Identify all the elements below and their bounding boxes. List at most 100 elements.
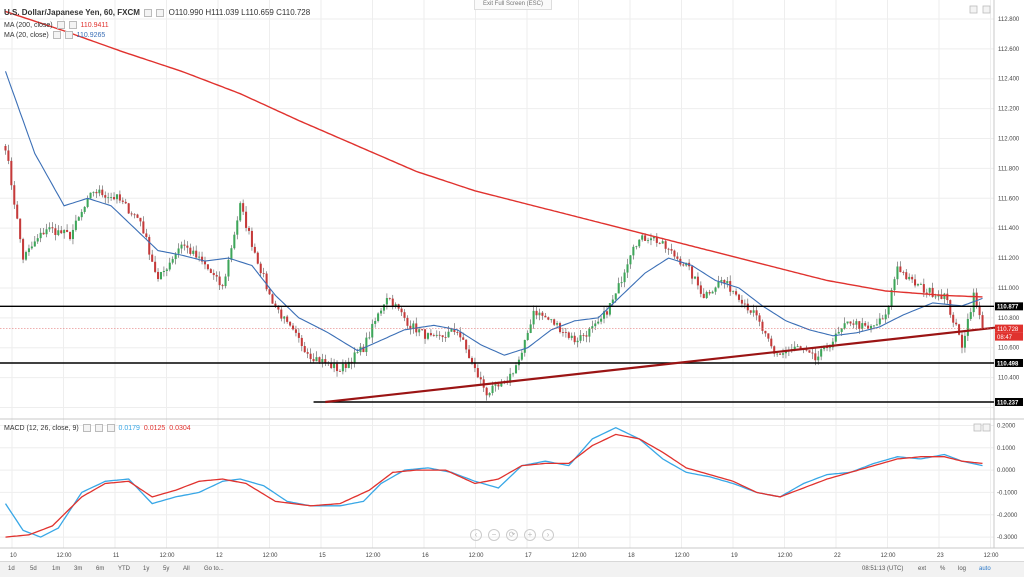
candle-down — [764, 330, 767, 334]
candle-up — [500, 383, 503, 387]
scroll-left-button[interactable]: ‹ — [470, 529, 482, 541]
candle-down — [127, 203, 130, 214]
candle-down — [429, 333, 432, 336]
time-axis-tick-label: 18 — [628, 553, 635, 559]
macd-settings-icon[interactable] — [94, 424, 103, 432]
ma200-settings-icon[interactable] — [68, 21, 77, 29]
go-to-button[interactable]: Go to... — [204, 566, 224, 572]
candle-up — [632, 246, 635, 256]
candle-up — [168, 262, 171, 270]
legend-settings-icon[interactable] — [156, 8, 165, 17]
candle-up — [374, 321, 377, 324]
macd-close-icon[interactable] — [106, 424, 115, 432]
candle-up — [893, 279, 896, 291]
candle-up — [356, 352, 359, 353]
candle-up — [714, 287, 717, 292]
scroll-right-button[interactable]: › — [542, 529, 554, 541]
candle-up — [377, 313, 380, 322]
ext-toggle[interactable]: ext — [918, 566, 927, 572]
candle-down — [770, 338, 773, 347]
macd-axis-tick-label: -0.3000 — [997, 535, 1018, 541]
symbol-title: U.S. Dollar/Japanese Yen, 60, FXCM — [4, 8, 140, 17]
candle-down — [949, 300, 952, 315]
tf-5y[interactable]: 5y — [163, 566, 170, 572]
tf-ytd[interactable]: YTD — [118, 566, 130, 572]
candle-up — [855, 321, 858, 325]
candle-up — [63, 229, 66, 234]
price-axis-tick-label: 112.200 — [998, 107, 1020, 113]
tf-1d[interactable]: 1d — [8, 566, 15, 572]
candle-down — [740, 299, 743, 304]
tf-6m[interactable]: 6m — [96, 566, 105, 572]
time-axis-tick-label: 12:00 — [469, 553, 485, 559]
candle-up — [24, 252, 28, 260]
auto-toggle[interactable]: auto — [979, 566, 991, 572]
candle-down — [737, 294, 741, 300]
countdown-label: 08:47 — [997, 335, 1013, 341]
candle-up — [512, 373, 515, 375]
candle-up — [77, 217, 80, 221]
candle-up — [382, 304, 385, 311]
candle-down — [215, 275, 218, 277]
percent-toggle[interactable]: % — [940, 566, 946, 572]
exit-full-screen-button[interactable]: Exit Full Screen (ESC) — [474, 0, 552, 10]
candle-up — [597, 321, 600, 324]
candle-down — [421, 329, 424, 331]
macd-axis-tick-label: 0.1000 — [997, 446, 1016, 452]
candle-down — [582, 335, 585, 336]
tf-1y[interactable]: 1y — [143, 566, 150, 572]
candle-down — [124, 201, 127, 204]
candle-down — [470, 358, 474, 363]
candle-up — [887, 306, 890, 315]
zoom-out-button[interactable]: − — [488, 529, 500, 541]
candle-down — [670, 249, 673, 251]
log-toggle[interactable]: log — [958, 566, 967, 572]
candle-down — [113, 197, 116, 200]
candle-up — [834, 333, 837, 342]
tf-1m[interactable]: 1m — [52, 566, 61, 572]
candle-down — [911, 276, 914, 280]
candle-down — [362, 346, 365, 353]
candle-down — [139, 217, 142, 222]
time-axis-tick-label: 12:00 — [366, 553, 382, 559]
candle-down — [585, 335, 588, 337]
legend-eye-icon[interactable] — [144, 8, 153, 17]
candle-up — [509, 373, 512, 383]
level-price-label-bg — [995, 302, 1023, 311]
candle-down — [306, 352, 309, 354]
candle-down — [658, 242, 661, 244]
macd-eye-icon[interactable] — [82, 424, 91, 432]
candle-down — [767, 333, 770, 339]
candle-up — [48, 227, 51, 230]
tf-all[interactable]: All — [183, 566, 190, 572]
candle-up — [916, 284, 920, 286]
reset-chart-button[interactable]: ⟳ — [506, 529, 518, 541]
candle-up — [963, 335, 966, 348]
ma200-eye-icon[interactable] — [56, 21, 65, 29]
candle-up — [33, 241, 36, 247]
candle-down — [247, 227, 251, 231]
candle-down — [462, 337, 465, 340]
candle-up — [57, 230, 60, 235]
time-axis-tick-label: 19 — [731, 553, 738, 559]
candle-down — [133, 214, 136, 216]
tf-3m[interactable]: 3m — [74, 566, 83, 572]
candle-up — [752, 310, 755, 313]
candle-up — [353, 352, 356, 364]
ma20-eye-icon[interactable] — [52, 31, 61, 39]
candle-down — [201, 256, 204, 262]
candle-down — [755, 310, 758, 316]
candle-up — [514, 365, 518, 374]
trendline — [325, 326, 999, 404]
tf-5d[interactable]: 5d — [30, 566, 37, 572]
ma20-settings-icon[interactable] — [64, 31, 73, 39]
zoom-in-button[interactable]: + — [524, 529, 536, 541]
level-price-label: 110.498 — [997, 361, 1019, 367]
candle-down — [13, 185, 16, 205]
candle-down — [4, 145, 7, 151]
candle-up — [165, 269, 168, 272]
candle-down — [253, 246, 256, 253]
candle-up — [341, 363, 344, 372]
price-pane-settings-icon — [969, 5, 978, 14]
